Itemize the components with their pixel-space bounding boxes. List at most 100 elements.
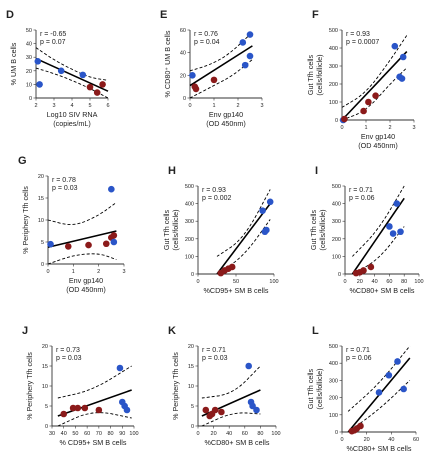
data-point-blue [400, 385, 407, 393]
y-tick-label: 200 [329, 82, 338, 88]
y-tick-label: 0 [335, 430, 338, 436]
y-tick-label: 40 [26, 42, 32, 48]
r-value-label: r = 0.76 [194, 31, 218, 38]
ci-lower-line [201, 412, 261, 427]
x-tick-label: 0 [196, 431, 199, 437]
y-tick-label: 5 [191, 404, 194, 410]
y-tick-label: 500 [332, 184, 341, 190]
data-point-blue [110, 238, 118, 246]
y-axis-label: % CD80⁺ UM B cells [163, 30, 172, 97]
data-point-blue [375, 389, 383, 396]
ci-lower-line [352, 226, 405, 275]
y-tick-label: 20 [42, 344, 48, 350]
x-tick-label: 20 [357, 279, 363, 285]
data-point-red [360, 267, 367, 274]
y-tick-label: 100 [185, 254, 194, 260]
data-point-red [64, 243, 72, 250]
x-axis-label: Env gp140 [361, 132, 395, 141]
y-tick-label: 300 [332, 219, 341, 225]
y-tick-label: 100 [329, 100, 338, 106]
panel-i: I 0 20 40 60 80 100 0 100 200 300 400 500 %CD80+ SM B… [309, 165, 424, 295]
panel-label: I [315, 165, 318, 177]
y-axis-label: % UM B cells [9, 42, 18, 85]
data-point-blue [34, 57, 42, 65]
x-tick-label: 40 [372, 279, 378, 285]
panel-label: F [312, 9, 319, 21]
data-point-red [228, 263, 236, 271]
x-tick-label: 70 [96, 431, 102, 437]
x-tick-label: 6 [106, 103, 109, 109]
p-value-label: p = 0.002 [202, 195, 231, 202]
regression-line [47, 230, 117, 249]
data-point-red [60, 410, 68, 418]
p-value-label: p = 0.06 [346, 355, 372, 362]
data-point-red [210, 76, 218, 84]
y-tick-label: 50 [26, 28, 32, 34]
r-value-label: r = 0.71 [202, 347, 226, 354]
data-point-blue [389, 230, 397, 237]
data-point-blue [253, 406, 260, 414]
r-value-label: r = 0.93 [346, 31, 370, 38]
x-tick-label: 60 [242, 431, 248, 437]
x-tick-label: 40 [226, 431, 232, 437]
x-axis-label: (OD 450nm) [206, 119, 246, 128]
ci-upper-line [57, 365, 132, 399]
x-axis-label: %CD80+ SM B cells [205, 438, 270, 447]
y-tick-label: 10 [188, 384, 194, 390]
panel-label: E [160, 9, 167, 21]
y-tick-label: 10 [42, 384, 48, 390]
y-tick-label: 15 [42, 364, 48, 370]
y-axis-label: Gut Tfh cells [309, 209, 318, 250]
x-axis-label: %CD95+ SM B cells [204, 286, 269, 295]
y-axis-label: (cells/follicle) [315, 368, 324, 409]
data-point-red [218, 408, 225, 416]
r-value-label: r = 0.71 [346, 347, 370, 354]
y-tick-label: 30 [26, 55, 32, 61]
data-point-red [95, 406, 103, 414]
x-tick-label: 3 [260, 103, 263, 109]
x-tick-label: 40 [388, 437, 394, 443]
x-tick-label: 80 [108, 431, 114, 437]
data-point-red [74, 404, 82, 412]
p-value-label: p = 0.03 [56, 355, 82, 362]
data-point-red [367, 263, 375, 271]
panel-l: L 0 20 40 60 0 100 200 300 400 500 %CD80+ SM B cell… [306, 325, 419, 453]
data-point-blue [391, 42, 399, 50]
panel-d: D 2 3 4 5 6 0 10 20 30 40 50 Log10 SIV RNA(copies/mL… [6, 9, 110, 128]
y-tick-label: 400 [329, 46, 338, 52]
data-point-blue [189, 72, 196, 79]
y-tick-label: 400 [185, 202, 194, 208]
y-tick-label: 0 [29, 96, 32, 102]
regression-line [216, 203, 271, 275]
y-tick-label: 20 [188, 344, 194, 350]
data-point-blue [116, 364, 124, 372]
y-tick-label: 0 [45, 424, 48, 430]
y-tick-label: 15 [188, 364, 194, 370]
y-tick-label: 200 [332, 237, 341, 243]
x-tick-label: 60 [413, 437, 419, 443]
data-point-red [93, 89, 101, 96]
r-value-label: r = 0.73 [56, 347, 80, 354]
y-axis-label: % Periphery Tfh cells [25, 352, 34, 420]
x-tick-label: 2 [34, 103, 37, 109]
ci-upper-line [216, 189, 271, 257]
y-tick-label: 0 [41, 262, 44, 268]
x-tick-label: 0 [340, 125, 343, 131]
data-point-blue [398, 75, 406, 82]
y-tick-label: 200 [185, 237, 194, 243]
x-tick-label: 3 [122, 269, 125, 275]
regression-line [189, 45, 253, 87]
x-tick-label: 40 [61, 431, 67, 437]
data-point-blue [47, 240, 54, 248]
x-axis-label: Env gp140 [69, 276, 103, 285]
r-value-label: r = -0.65 [40, 31, 66, 38]
panel-label: K [168, 325, 176, 337]
data-point-red [69, 404, 77, 412]
panel-h: H 0 50 100 0 100 200 300 400 500 %CD95+ SM B cells… [162, 165, 279, 295]
x-tick-label: 80 [257, 431, 263, 437]
regression-line [35, 57, 109, 92]
data-point-red [211, 406, 219, 414]
x-tick-label: 2 [97, 269, 100, 275]
y-axis-label: Gut Tfh cells [306, 54, 315, 95]
